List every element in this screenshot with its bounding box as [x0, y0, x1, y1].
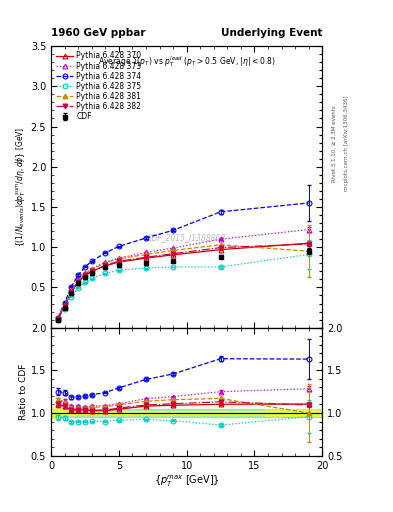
Pythia 6.428 381	[76, 278, 81, 284]
Pythia 6.428 381	[55, 315, 60, 322]
Pythia 6.428 382	[116, 258, 121, 264]
Pythia 6.428 381	[69, 288, 74, 294]
Pythia 6.428 382	[76, 279, 81, 285]
Pythia 6.428 374	[307, 200, 311, 206]
Y-axis label: Ratio to CDF: Ratio to CDF	[19, 364, 28, 420]
Pythia 6.428 374	[90, 258, 94, 264]
Line: Pythia 6.428 381: Pythia 6.428 381	[55, 242, 311, 321]
Text: CDF_2015_I1388868: CDF_2015_I1388868	[147, 233, 226, 242]
Pythia 6.428 382	[307, 241, 311, 247]
Pythia 6.428 374	[83, 264, 87, 270]
Line: Pythia 6.428 382: Pythia 6.428 382	[55, 242, 311, 321]
Legend: Pythia 6.428 370, Pythia 6.428 373, Pythia 6.428 374, Pythia 6.428 375, Pythia 6: Pythia 6.428 370, Pythia 6.428 373, Pyth…	[55, 50, 143, 123]
Pythia 6.428 382	[144, 254, 149, 260]
Pythia 6.428 370	[90, 268, 94, 274]
Pythia 6.428 375	[144, 265, 149, 271]
Pythia 6.428 370	[218, 247, 223, 253]
X-axis label: $\{p_T^{max}$ [GeV]$\}$: $\{p_T^{max}$ [GeV]$\}$	[154, 473, 220, 489]
Pythia 6.428 382	[103, 262, 108, 268]
Pythia 6.428 373	[116, 255, 121, 261]
Pythia 6.428 382	[62, 303, 67, 309]
Pythia 6.428 381	[62, 302, 67, 308]
Pythia 6.428 374	[55, 314, 60, 321]
Pythia 6.428 382	[218, 245, 223, 251]
Line: Pythia 6.428 373: Pythia 6.428 373	[55, 227, 311, 321]
Pythia 6.428 375	[69, 294, 74, 300]
Pythia 6.428 381	[218, 242, 223, 248]
Text: 1960 GeV ppbar: 1960 GeV ppbar	[51, 28, 145, 37]
Pythia 6.428 370	[103, 263, 108, 269]
Pythia 6.428 381	[90, 266, 94, 272]
Pythia 6.428 381	[144, 251, 149, 258]
Pythia 6.428 382	[90, 268, 94, 274]
Pythia 6.428 370	[83, 272, 87, 279]
Pythia 6.428 370	[69, 289, 74, 295]
Text: Rivet 3.1.10, ≥ 2.3M events: Rivet 3.1.10, ≥ 2.3M events	[332, 105, 337, 182]
Pythia 6.428 374	[144, 235, 149, 241]
Pythia 6.428 375	[90, 275, 94, 281]
Pythia 6.428 373	[144, 249, 149, 255]
Pythia 6.428 373	[90, 265, 94, 271]
Text: Underlying Event: Underlying Event	[221, 28, 322, 37]
Text: mcplots.cern.ch [arXiv:1306.3436]: mcplots.cern.ch [arXiv:1306.3436]	[344, 96, 349, 191]
Pythia 6.428 370	[307, 240, 311, 246]
Pythia 6.428 374	[69, 284, 74, 290]
Pythia 6.428 373	[76, 276, 81, 283]
Pythia 6.428 374	[171, 227, 175, 233]
Pythia 6.428 375	[103, 270, 108, 276]
Line: Pythia 6.428 375: Pythia 6.428 375	[55, 252, 311, 323]
Line: Pythia 6.428 370: Pythia 6.428 370	[55, 241, 311, 321]
Pythia 6.428 375	[55, 317, 60, 323]
Pythia 6.428 370	[55, 316, 60, 322]
Pythia 6.428 375	[76, 285, 81, 291]
Pythia 6.428 375	[116, 267, 121, 273]
Pythia 6.428 373	[55, 315, 60, 322]
Pythia 6.428 374	[62, 300, 67, 306]
Pythia 6.428 370	[144, 255, 149, 261]
Pythia 6.428 375	[83, 279, 87, 285]
Pythia 6.428 373	[83, 270, 87, 276]
Line: Pythia 6.428 374: Pythia 6.428 374	[55, 201, 311, 320]
Pythia 6.428 374	[76, 272, 81, 278]
Pythia 6.428 381	[116, 256, 121, 262]
Pythia 6.428 374	[218, 209, 223, 215]
Pythia 6.428 382	[83, 272, 87, 279]
Pythia 6.428 373	[171, 245, 175, 251]
Pythia 6.428 370	[171, 252, 175, 258]
Pythia 6.428 370	[62, 303, 67, 309]
Bar	[51, 409, 322, 417]
Pythia 6.428 382	[171, 250, 175, 257]
Pythia 6.428 382	[55, 316, 60, 322]
Pythia 6.428 373	[103, 259, 108, 265]
Pythia 6.428 373	[62, 302, 67, 308]
Pythia 6.428 381	[171, 247, 175, 253]
Pythia 6.428 375	[307, 251, 311, 258]
Pythia 6.428 370	[76, 279, 81, 285]
Pythia 6.428 381	[307, 248, 311, 254]
Pythia 6.428 381	[83, 271, 87, 278]
Pythia 6.428 375	[218, 264, 223, 270]
Pythia 6.428 373	[218, 236, 223, 242]
Pythia 6.428 375	[171, 264, 175, 270]
Pythia 6.428 374	[116, 243, 121, 249]
Pythia 6.428 382	[69, 289, 74, 295]
Pythia 6.428 381	[103, 260, 108, 266]
Pythia 6.428 373	[307, 226, 311, 232]
Pythia 6.428 375	[62, 306, 67, 312]
Text: Average $\Sigma(p_T)$ vs $p_T^{lead}$ ($p_T > 0.5$ GeV, $|\eta| < 0.8$): Average $\Sigma(p_T)$ vs $p_T^{lead}$ ($…	[98, 55, 275, 70]
Y-axis label: $\{(1/N_{events}) dp_T^{sum}/d\eta, d\phi\}$ [GeV]: $\{(1/N_{events}) dp_T^{sum}/d\eta, d\ph…	[15, 127, 28, 247]
Pythia 6.428 373	[69, 287, 74, 293]
Pythia 6.428 370	[116, 259, 121, 265]
Pythia 6.428 374	[103, 250, 108, 256]
